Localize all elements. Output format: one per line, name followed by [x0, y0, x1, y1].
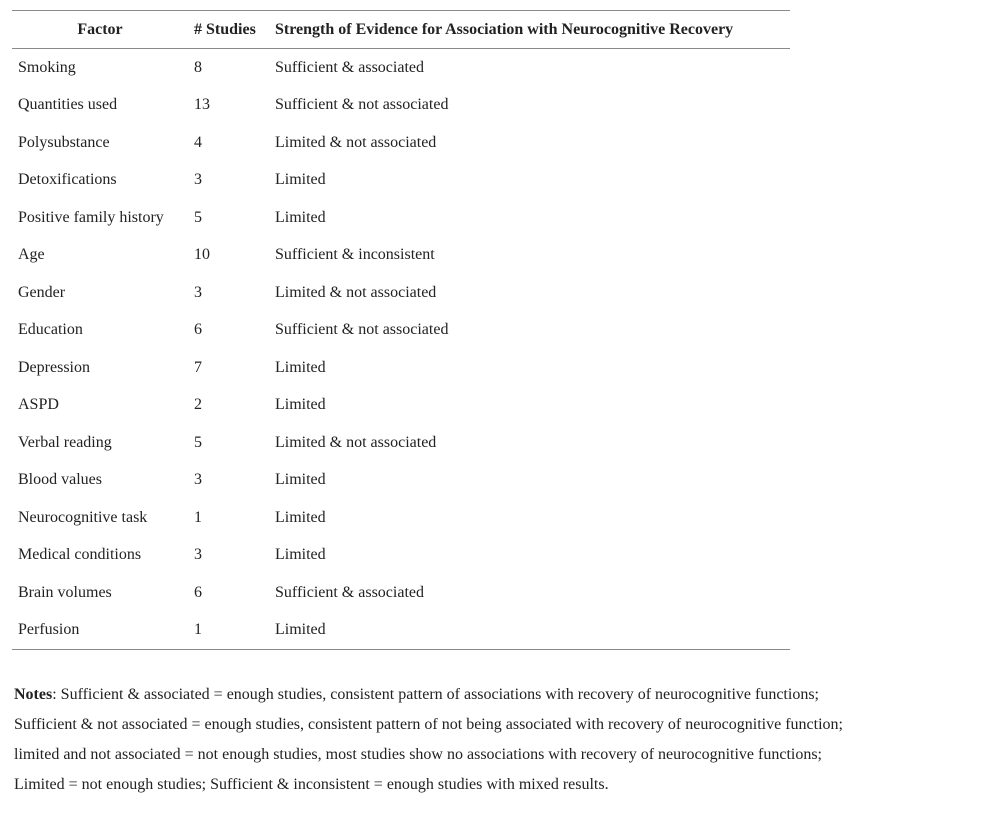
table-row: ASPD 2 Limited — [12, 387, 790, 425]
studies-cell: 8 — [194, 58, 202, 76]
table-row: Gender 3 Limited & not associated — [12, 274, 790, 312]
studies-cell: 1 — [194, 621, 202, 639]
table-row: Depression 7 Limited — [12, 349, 790, 387]
table-row: Blood values 3 Limited — [12, 462, 790, 500]
studies-cell: 1 — [194, 508, 202, 526]
strength-cell: Limited — [275, 208, 326, 226]
table-row: Perfusion 1 Limited — [12, 612, 790, 650]
factor-cell: Blood values — [18, 471, 102, 489]
factor-cell: Depression — [18, 358, 90, 376]
strength-cell: Limited — [275, 171, 326, 189]
table-row: Age 10 Sufficient & inconsistent — [12, 237, 790, 275]
factor-cell: Gender — [18, 283, 66, 301]
factor-cell: Smoking — [18, 58, 76, 76]
factor-cell: Verbal reading — [18, 433, 112, 451]
table-row: Detoxifications 3 Limited — [12, 162, 790, 200]
studies-cell: 3 — [194, 283, 202, 301]
studies-cell: 13 — [194, 96, 210, 114]
notes-line: Limited = not enough studies; Sufficient… — [14, 776, 609, 793]
studies-cell: 3 — [194, 171, 202, 189]
strength-cell: Limited & not associated — [275, 283, 437, 301]
header-strength: Strength of Evidence for Association wit… — [275, 20, 734, 38]
studies-cell: 10 — [194, 246, 210, 264]
factor-cell: Brain volumes — [18, 583, 112, 601]
strength-cell: Sufficient & associated — [275, 583, 424, 601]
factor-cell: Medical conditions — [18, 546, 142, 564]
strength-cell: Limited — [275, 508, 326, 526]
strength-cell: Limited & not associated — [275, 433, 437, 451]
table-notes: Notes: Sufficient & associated = enough … — [14, 680, 984, 800]
table-row: Neurocognitive task 1 Limited — [12, 499, 790, 537]
table-row: Verbal reading 5 Limited & not associated — [12, 424, 790, 462]
evidence-table: Factor # Studies Strength of Evidence fo… — [12, 10, 790, 650]
factor-cell: Polysubstance — [18, 133, 110, 151]
studies-cell: 6 — [194, 321, 202, 339]
strength-cell: Limited — [275, 471, 326, 489]
factor-cell: Positive family history — [18, 208, 164, 226]
table-row: Education 6 Sufficient & not associated — [12, 312, 790, 350]
strength-cell: Limited — [275, 358, 326, 376]
notes-line: Sufficient & not associated = enough stu… — [14, 716, 843, 733]
factor-cell: Perfusion — [18, 621, 80, 639]
strength-cell: Limited & not associated — [275, 133, 437, 151]
factor-cell: Neurocognitive task — [18, 508, 148, 526]
table-row: Smoking 8 Sufficient & associated — [12, 49, 790, 87]
strength-cell: Limited — [275, 621, 326, 639]
studies-cell: 5 — [194, 208, 202, 226]
studies-cell: 7 — [194, 358, 202, 376]
notes-line: Notes: Sufficient & associated = enough … — [14, 680, 984, 710]
factor-cell: Age — [18, 246, 45, 264]
factor-cell: Education — [18, 321, 83, 339]
table-row: Polysubstance 4 Limited & not associated — [12, 124, 790, 162]
strength-cell: Sufficient & not associated — [275, 96, 449, 114]
table-row: Medical conditions 3 Limited — [12, 537, 790, 575]
strength-cell: Sufficient & not associated — [275, 321, 449, 339]
strength-cell: Limited — [275, 546, 326, 564]
header-studies: # Studies — [194, 20, 256, 38]
header-factor: Factor — [77, 20, 123, 38]
studies-cell: 3 — [194, 471, 202, 489]
table-row: Quantities used 13 Sufficient & not associ… — [12, 87, 790, 125]
studies-cell: 4 — [194, 133, 202, 151]
factor-cell: ASPD — [18, 396, 59, 414]
notes-label: Notes — [14, 686, 53, 703]
strength-cell: Limited — [275, 396, 326, 414]
table-header-row: Factor # Studies Strength of Evidence fo… — [12, 10, 790, 49]
studies-cell: 6 — [194, 583, 202, 601]
factor-cell: Detoxifications — [18, 171, 117, 189]
strength-cell: Sufficient & inconsistent — [275, 246, 435, 264]
table-row: Positive family history 5 Limited — [12, 199, 790, 237]
table-row: Brain volumes 6 Sufficient & associated — [12, 574, 790, 612]
factor-cell: Quantities used — [18, 96, 118, 114]
strength-cell: Sufficient & associated — [275, 58, 424, 76]
table-body: Smoking 8 Sufficient & associated Quantitie… — [12, 49, 790, 650]
notes-line: limited and not associated = not enough … — [14, 746, 822, 763]
notes-text: : Sufficient & associated = enough studi… — [52, 686, 819, 703]
studies-cell: 3 — [194, 546, 202, 564]
studies-cell: 5 — [194, 433, 202, 451]
studies-cell: 2 — [194, 396, 202, 414]
